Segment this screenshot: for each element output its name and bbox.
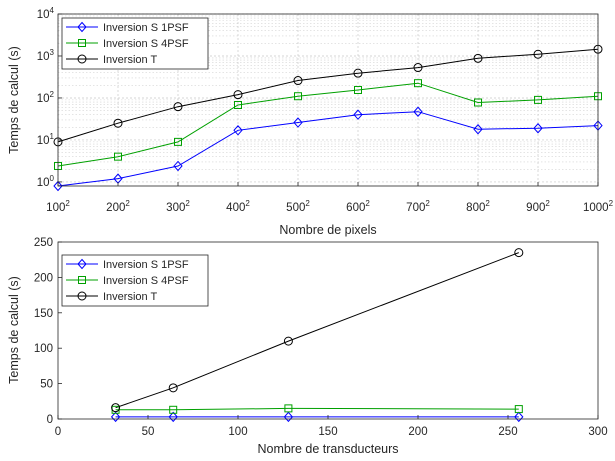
bottom-point-inversion-s-4psf	[169, 405, 178, 414]
bottom-series-line-inversion-s-4psf	[115, 407, 519, 411]
top-point-inversion-s-1psf	[233, 125, 243, 136]
top-legend-label-inversion-s-4psf: Inversion S 4PSF	[103, 38, 189, 50]
top-legend-marker-inversion-s-1psf	[77, 21, 87, 33]
top-point-inversion-t	[233, 90, 243, 100]
top-x-tick-label: 4002	[226, 199, 250, 214]
top-legend-marker-inversion-s-4psf	[78, 39, 86, 47]
bottom-legend-marker-inversion-t	[77, 291, 87, 301]
bottom-legend-label-inversion-s-4psf: Inversion S 4PSF	[103, 275, 189, 287]
top-point-inversion-t	[293, 76, 303, 86]
top-point-inversion-t	[413, 63, 423, 73]
bottom-x-tick-label: 250	[498, 426, 517, 438]
top-legend: Inversion S 1PSF Inversion S 4PSF Inversio…	[61, 17, 209, 70]
top-x-tick-label: 3002	[166, 199, 190, 214]
bottom-y-tick-label: 50	[40, 379, 53, 391]
bottom-point-inversion-s-1psf	[283, 411, 294, 423]
top-point-inversion-s-1psf	[533, 122, 543, 134]
top-y-tick-label: 102	[37, 90, 55, 105]
top-point-inversion-s-4psf	[294, 92, 302, 101]
top-plot-frame	[57, 13, 599, 187]
top-point-inversion-t	[353, 68, 363, 78]
top-x-tick-label: 5002	[286, 199, 310, 214]
top-x-tick-label: 6002	[346, 199, 370, 214]
top-point-inversion-s-1psf	[293, 117, 303, 128]
top-y-tick-label: 103	[37, 48, 55, 63]
top-point-inversion-t	[473, 53, 483, 63]
top-point-inversion-s-4psf	[354, 85, 362, 94]
top-x-tick-label: 8002	[466, 199, 490, 214]
bottom-chart: 0 50 100 150 200 250 300 0 50 100 150 200 250 Nombre…	[7, 237, 608, 456]
top-point-inversion-s-4psf	[534, 95, 542, 104]
bottom-legend-marker-inversion-s-1psf	[77, 258, 87, 270]
bottom-point-inversion-s-4psf	[514, 405, 523, 414]
top-point-inversion-s-4psf	[414, 79, 422, 88]
top-point-inversion-s-1psf	[413, 106, 423, 117]
top-series-line-inversion-s-1psf	[57, 111, 599, 187]
top-point-inversion-s-4psf	[234, 100, 242, 109]
top-x-tick-label: 10002	[583, 199, 614, 214]
bottom-y-tick-label: 250	[34, 237, 53, 249]
bottom-y-axis-label: Temps de calcul (s)	[7, 276, 21, 384]
bottom-point-inversion-t	[283, 336, 293, 346]
bottom-legend-marker-inversion-s-4psf	[78, 276, 86, 284]
bottom-x-tick-label: 50	[142, 426, 155, 438]
bottom-point-inversion-t	[514, 248, 524, 258]
top-series-line-inversion-s-4psf	[57, 82, 599, 167]
top-y-tick-label: 104	[37, 6, 55, 21]
top-point-inversion-s-4psf	[114, 152, 122, 161]
bottom-x-tick-label: 150	[318, 426, 337, 438]
top-legend-marker-inversion-t	[77, 54, 87, 64]
bottom-point-inversion-t	[168, 383, 178, 393]
top-point-inversion-s-1psf	[473, 123, 483, 135]
bottom-point-inversion-s-1psf	[110, 411, 121, 423]
top-x-tick-label: 2002	[106, 199, 130, 214]
top-point-inversion-t	[173, 102, 183, 112]
top-point-inversion-s-1psf	[173, 160, 183, 172]
bottom-legend-label-inversion-t: Inversion T	[103, 291, 157, 303]
top-point-inversion-s-1psf	[53, 180, 63, 192]
top-y-tick-label: 100	[37, 174, 55, 189]
bottom-x-tick-label: 0	[55, 426, 61, 438]
top-point-inversion-s-4psf	[174, 137, 182, 146]
top-x-axis-label: Nombre de pixels	[279, 223, 376, 237]
top-legend-label-inversion-t: Inversion T	[103, 54, 157, 66]
top-y-axis-label: Temps de calcul (s)	[7, 46, 21, 154]
bottom-series-line-inversion-t	[115, 252, 519, 409]
bottom-y-tick-label: 200	[34, 272, 53, 284]
top-point-inversion-t	[113, 118, 123, 128]
top-chart: 1002 2002 3002 4002 5002 6002 7002 8002 9002 1000…	[7, 6, 614, 237]
top-y-tick-label: 101	[37, 132, 55, 147]
bottom-legend-label-inversion-s-1psf: Inversion S 1PSF	[103, 259, 189, 271]
bottom-y-tick-label: 100	[34, 343, 53, 355]
bottom-y-tick-label: 0	[47, 414, 53, 426]
bottom-point-inversion-t	[111, 403, 121, 413]
top-series-line-inversion-t	[57, 48, 599, 143]
top-x-tick-label: 9002	[526, 199, 550, 214]
bottom-point-inversion-s-1psf	[514, 411, 524, 423]
bottom-x-tick-label: 300	[588, 426, 607, 438]
top-x-tick-label: 7002	[406, 199, 430, 214]
bottom-x-axis-label: Nombre de transducteurs	[257, 442, 398, 456]
bottom-point-inversion-s-1psf	[168, 411, 178, 423]
top-legend-label-inversion-s-1psf: Inversion S 1PSF	[103, 22, 189, 34]
bottom-x-tick-label: 100	[228, 426, 247, 438]
bottom-legend: Inversion S 1PSF Inversion S 4PSF Inversio…	[61, 254, 209, 307]
bottom-x-tick-label: 200	[408, 426, 427, 438]
bottom-y-tick-label: 150	[34, 308, 53, 320]
top-point-inversion-s-4psf	[474, 98, 482, 107]
top-x-tick-label: 1002	[46, 199, 70, 214]
top-point-inversion-s-1psf	[353, 109, 363, 120]
bottom-point-inversion-s-4psf	[284, 404, 293, 413]
top-point-inversion-t	[533, 49, 543, 59]
